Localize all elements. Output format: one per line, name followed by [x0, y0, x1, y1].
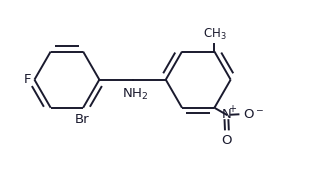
Text: F: F: [24, 73, 31, 86]
Text: O: O: [222, 134, 232, 147]
Text: O$^-$: O$^-$: [243, 108, 264, 121]
Text: N: N: [222, 108, 231, 121]
Text: Br: Br: [74, 113, 89, 126]
Text: +: +: [228, 104, 236, 114]
Text: NH$_2$: NH$_2$: [122, 87, 149, 102]
Text: CH$_3$: CH$_3$: [203, 27, 226, 42]
